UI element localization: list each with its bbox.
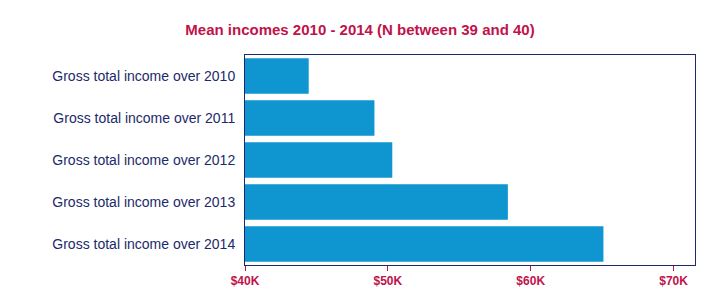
svg-text:$40K: $40K (231, 274, 260, 288)
svg-text:Gross total income over 2010: Gross total income over 2010 (52, 68, 235, 84)
svg-text:Gross total income over 2012: Gross total income over 2012 (52, 152, 235, 168)
svg-text:Gross total income over 2013: Gross total income over 2013 (52, 194, 235, 210)
svg-text:$50K: $50K (374, 274, 403, 288)
svg-text:Mean incomes 2010 - 2014 (N be: Mean incomes 2010 - 2014 (N between 39 a… (185, 21, 534, 38)
svg-text:Gross total income over 2011: Gross total income over 2011 (53, 110, 235, 126)
svg-text:$60K: $60K (516, 274, 545, 288)
svg-text:$70K: $70K (659, 274, 688, 288)
svg-text:Gross total income over 2014: Gross total income over 2014 (52, 236, 235, 252)
